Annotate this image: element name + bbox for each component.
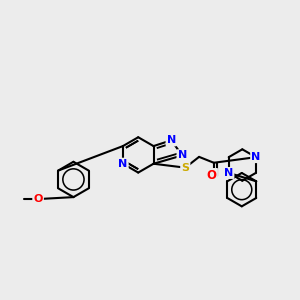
Text: N: N [251,152,260,162]
Text: N: N [167,135,176,145]
Text: N: N [167,135,176,145]
Text: O: O [33,194,43,204]
Text: O: O [33,194,43,204]
Text: O: O [207,169,217,182]
Text: S: S [181,163,189,173]
Text: N: N [118,159,128,169]
Text: S: S [181,163,189,173]
Text: N: N [224,168,233,178]
Text: N: N [251,152,260,162]
Text: N: N [224,168,233,178]
Text: O: O [207,169,217,182]
Text: N: N [178,150,187,161]
Text: N: N [178,150,187,161]
Text: N: N [118,159,128,169]
